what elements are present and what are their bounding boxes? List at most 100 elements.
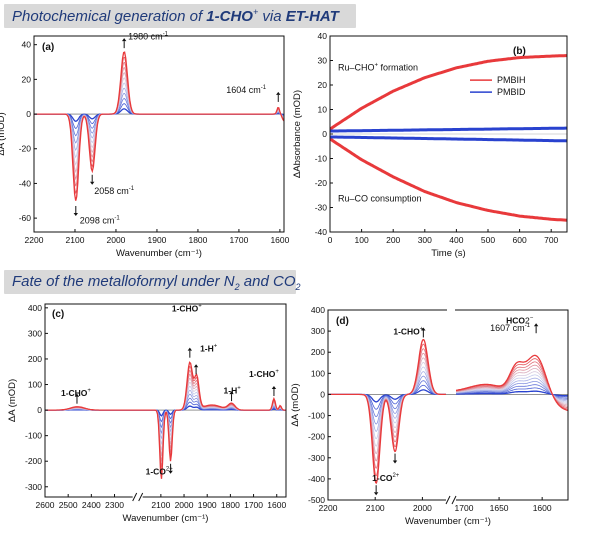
panel-c-label: (c) [52, 309, 64, 320]
spectrum-trace [34, 51, 284, 201]
panel-a-label: (a) [42, 42, 54, 53]
arrow-up-icon [74, 393, 80, 404]
arrow-up-icon [229, 391, 234, 402]
panel-b-x-label: Time (s) [431, 248, 465, 259]
x-tick-label: 1700 [244, 500, 263, 510]
x-tick-label: 1700 [229, 235, 248, 245]
y-tick-label: -300 [308, 453, 325, 463]
x-tick-label: 200 [386, 235, 400, 245]
panel-c-frame [44, 303, 287, 498]
y-tick-label: -400 [308, 474, 325, 484]
x-tick-label: 1800 [188, 235, 207, 245]
banner-bottom-sub1: 2 [234, 282, 240, 292]
y-tick-label: -100 [308, 411, 325, 421]
top-axis-gap [447, 309, 455, 312]
panel-b-annot-consumption: Ru–CO consumption [338, 193, 422, 203]
y-tick-label: -20 [19, 144, 32, 154]
x-tick-label: 1800 [221, 500, 240, 510]
y-tick-label: -20 [315, 178, 328, 188]
panel-d-label: (d) [336, 316, 349, 327]
panel-c-annot-cho-1975: 1-CHO+ [172, 304, 202, 314]
panel-b-y-label: ΔAbsorbance (mOD) [292, 90, 303, 178]
series-pmbih-lower [330, 137, 567, 222]
arrow-up-icon [193, 364, 199, 375]
x-tick-label: 2000 [107, 235, 126, 245]
panel-c-x-label: Wavenumber (cm⁻¹) [123, 513, 209, 524]
panel-b-label: (b) [513, 46, 526, 57]
arrow-up-icon [121, 38, 127, 49]
y-tick-label: -10 [315, 154, 328, 164]
panel-c-annot-cho-2460: 1-CHO+ [61, 388, 91, 398]
legend-label: PMBID [497, 87, 526, 97]
arrow-down-icon [168, 463, 173, 474]
panel-c-y-label: ΔA (mOD) [7, 379, 18, 422]
axis-break-mark [445, 495, 457, 505]
banner-top-bold: 1-CHO [206, 8, 253, 25]
series-pmbih-upper [330, 54, 567, 131]
spectrum-trace [456, 377, 568, 402]
panel-a-annot-2098: 2098 cm-1 [80, 215, 121, 225]
spectrum-trace [328, 338, 446, 485]
banner-bottom-prefix: Fate of the metalloformyl under N [12, 273, 235, 290]
y-tick-label: 100 [28, 380, 42, 390]
panel-d-annot-co: 1-CO2+ [372, 473, 400, 483]
x-tick-label: 2500 [59, 500, 78, 510]
arrow-down-icon [89, 174, 95, 185]
y-tick-label: -200 [25, 456, 42, 466]
panel-a-annot-1980: 1980 cm-1 [128, 31, 169, 41]
spectrum-trace [456, 390, 568, 397]
y-tick-label: 400 [311, 305, 325, 315]
x-tick-label: 2000 [413, 503, 432, 513]
panel-b-annot-formation: Ru–CHO+ formation [338, 62, 418, 72]
x-tick-label: 2000 [175, 500, 194, 510]
x-tick-label: 100 [355, 235, 369, 245]
legend-label: PMBIH [497, 75, 526, 85]
panel-d-annot-1607: 1607 cm-1 [490, 323, 531, 333]
banner-bottom-text: Fate of the metalloformyl under N2 and C… [12, 273, 301, 292]
spectrum-trace [456, 381, 568, 401]
x-tick-label: 500 [481, 235, 495, 245]
y-tick-label: 400 [28, 303, 42, 313]
spectrum-trace [456, 354, 568, 412]
y-tick-label: -100 [25, 431, 42, 441]
y-tick-label: 0 [322, 129, 327, 139]
x-tick-label: 600 [513, 235, 527, 245]
y-tick-label: -60 [19, 213, 32, 223]
x-tick-label: 2200 [319, 503, 338, 513]
panel-d-annot-hco2: HCO2− [506, 316, 534, 326]
banner-bottom-middle: and CO [239, 273, 296, 290]
arrow-up-icon [271, 386, 277, 397]
panel-a-annot-2058: 2058 cm-1 [94, 186, 135, 196]
panel-d-frame [327, 309, 569, 501]
panel-c-annot-h-1795: 1-H+ [224, 385, 242, 395]
series-pmbid-lower [330, 135, 567, 143]
x-tick-label: 400 [449, 235, 463, 245]
y-tick-label: 40 [22, 40, 32, 50]
y-tick-label: 0 [320, 389, 325, 399]
y-tick-label: -40 [315, 227, 328, 237]
banner-top-text: Photochemical generation of 1-CHO+ via E… [12, 7, 339, 25]
y-tick-label: 20 [22, 74, 32, 84]
banner-top-prefix: Photochemical generation of [12, 8, 207, 25]
axis-break-mark [132, 492, 144, 502]
x-tick-label: 700 [544, 235, 558, 245]
arrow-down-icon [373, 485, 379, 496]
arrow-up-icon [187, 347, 193, 358]
x-tick-label: 2300 [105, 500, 124, 510]
spectrum-trace [456, 387, 568, 398]
arrow-up-icon [533, 323, 539, 334]
y-tick-label: 200 [311, 347, 325, 357]
y-tick-label: -200 [308, 432, 325, 442]
spectrum-trace [456, 384, 568, 399]
x-tick-label: 1650 [490, 503, 509, 513]
panel-c-annot-co: 1-CO2+ [146, 467, 174, 477]
y-tick-label: 10 [318, 105, 328, 115]
banner-bottom-sub2: 2 [295, 282, 301, 292]
y-tick-label: 40 [318, 31, 328, 41]
panel-d-annot-cho: 1-CHO+ [393, 326, 423, 336]
banner-top-sup: + [252, 7, 259, 17]
x-tick-label: 1600 [270, 235, 289, 245]
y-tick-label: 0 [37, 405, 42, 415]
y-tick-label: 30 [318, 56, 328, 66]
